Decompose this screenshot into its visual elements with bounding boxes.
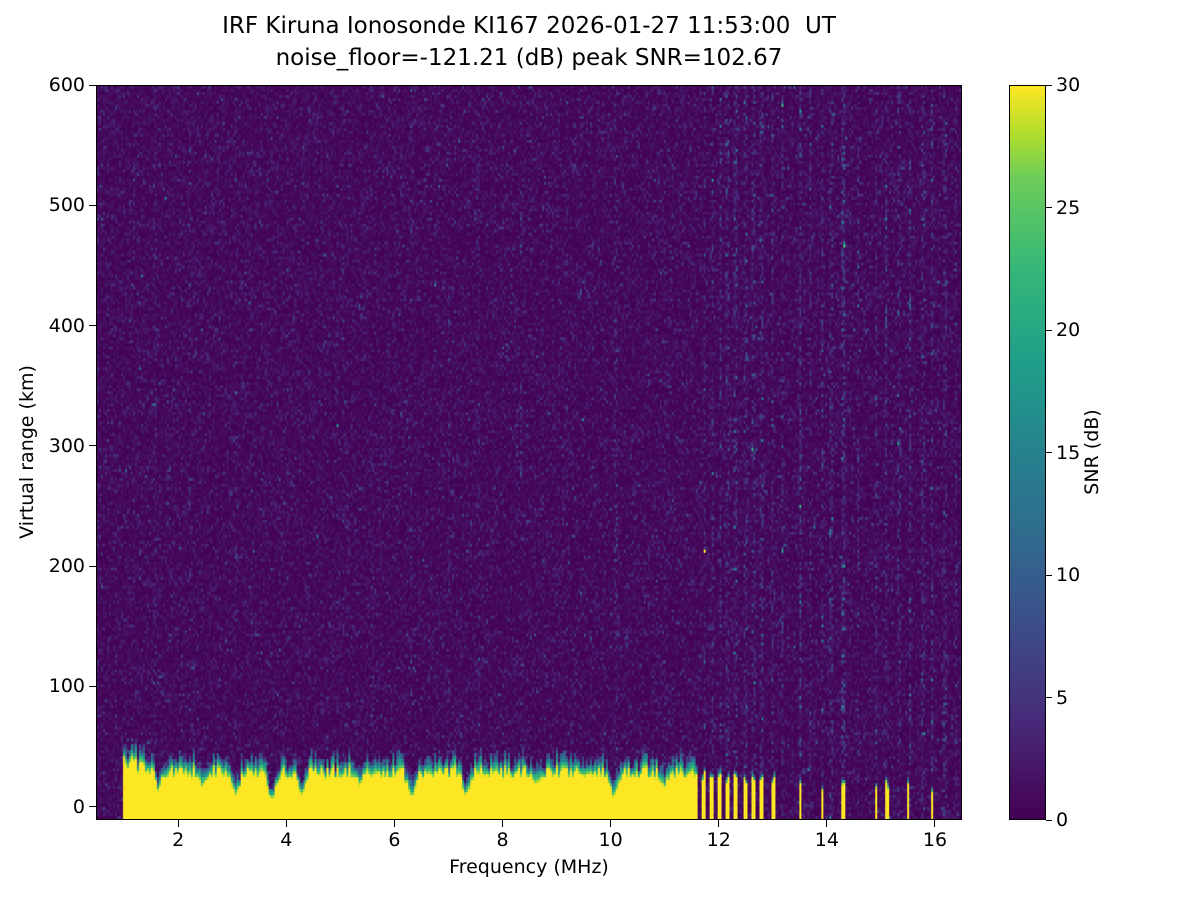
plot-area bbox=[96, 85, 962, 820]
colorbar-tick-mark bbox=[1046, 819, 1052, 821]
y-tick-label: 0 bbox=[72, 795, 85, 818]
colorbar-tick-label: 0 bbox=[1056, 809, 1069, 831]
colorbar-tick-mark bbox=[1046, 452, 1052, 453]
x-tick-label: 6 bbox=[388, 829, 401, 851]
x-tick-label: 8 bbox=[496, 829, 509, 851]
ionogram-heatmap bbox=[97, 86, 961, 819]
colorbar-tick-mark bbox=[1046, 574, 1052, 576]
x-tick-mark bbox=[934, 820, 936, 827]
x-tick-mark bbox=[502, 820, 503, 827]
x-tick-label: 16 bbox=[922, 829, 948, 851]
y-tick-label: 500 bbox=[48, 194, 85, 217]
colorbar-tick-mark bbox=[1046, 697, 1052, 698]
plot-title-line1: IRF Kiruna Ionosonde KI167 2026-01-27 11… bbox=[222, 13, 836, 39]
colorbar-tick-mark bbox=[1046, 329, 1052, 331]
plot-title-line2: noise_floor=-121.21 (dB) peak SNR=102.67 bbox=[275, 45, 783, 71]
colorbar-tick-label: 5 bbox=[1056, 686, 1069, 709]
y-tick-mark bbox=[89, 685, 96, 687]
x-tick-label: 2 bbox=[172, 829, 185, 851]
colorbar-tick-label: 20 bbox=[1056, 319, 1081, 341]
colorbar bbox=[1009, 85, 1046, 820]
x-tick-label: 10 bbox=[598, 829, 623, 851]
y-tick-label: 100 bbox=[48, 675, 85, 698]
colorbar-tick-mark bbox=[1046, 84, 1052, 86]
y-tick-mark bbox=[89, 325, 96, 327]
y-tick-label: 600 bbox=[48, 74, 85, 96]
x-tick-mark bbox=[718, 820, 720, 827]
y-tick-mark bbox=[89, 204, 96, 206]
y-tick-label: 300 bbox=[48, 434, 85, 457]
colorbar-gradient bbox=[1010, 86, 1045, 819]
x-tick-label: 4 bbox=[280, 829, 293, 851]
y-tick-label: 400 bbox=[48, 314, 85, 337]
colorbar-tick-label: 15 bbox=[1056, 441, 1081, 464]
y-tick-mark bbox=[89, 445, 96, 447]
x-tick-mark bbox=[393, 820, 395, 827]
x-tick-mark bbox=[826, 820, 828, 827]
y-tick-mark bbox=[89, 84, 96, 86]
colorbar-tick-label: 25 bbox=[1056, 196, 1081, 219]
y-tick-label: 200 bbox=[48, 555, 85, 578]
x-tick-label: 12 bbox=[706, 829, 731, 851]
y-tick-mark bbox=[89, 806, 96, 808]
x-tick-mark bbox=[177, 820, 179, 827]
x-axis-label: Frequency (MHz) bbox=[449, 856, 609, 878]
x-tick-label: 14 bbox=[814, 829, 839, 851]
colorbar-tick-mark bbox=[1046, 207, 1052, 208]
colorbar-tick-label: 30 bbox=[1056, 74, 1081, 96]
x-tick-mark bbox=[610, 820, 612, 827]
y-tick-mark bbox=[89, 565, 96, 567]
x-tick-mark bbox=[285, 820, 287, 827]
colorbar-tick-label: 10 bbox=[1056, 564, 1081, 586]
